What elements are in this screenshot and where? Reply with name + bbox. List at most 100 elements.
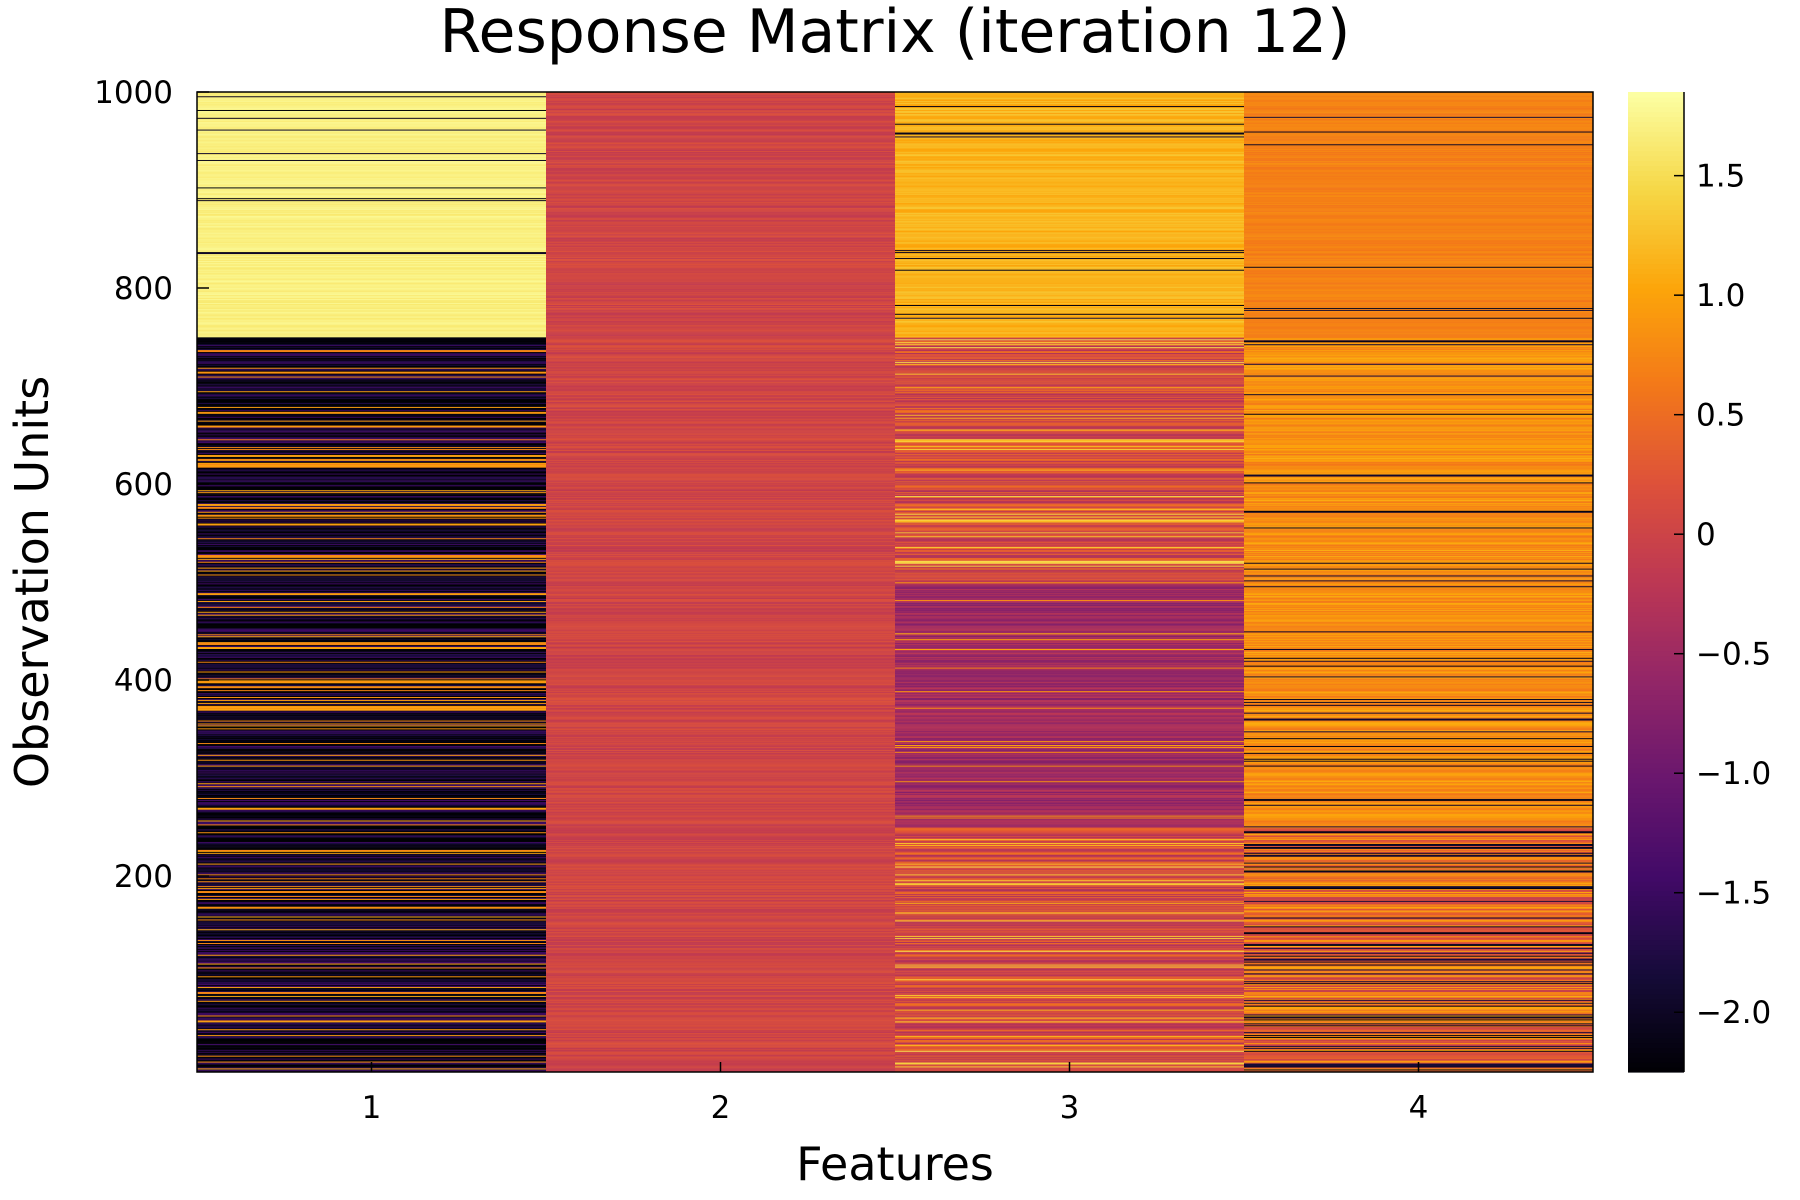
heatmap-cell	[895, 802, 1245, 804]
heatmap-cell	[197, 751, 547, 753]
heatmap-cell	[546, 184, 896, 186]
heatmap-cell	[197, 877, 547, 880]
heatmap-cell	[197, 855, 547, 857]
heatmap-cell	[895, 257, 1245, 259]
heatmap-cell	[895, 808, 1245, 810]
heatmap-cell	[895, 610, 1245, 612]
heatmap-cell	[197, 1016, 547, 1018]
heatmap-cell	[1244, 750, 1594, 752]
heatmap-cell	[1244, 1016, 1594, 1018]
heatmap-cell	[546, 406, 896, 408]
heatmap-cell	[895, 665, 1245, 667]
heatmap-cell	[546, 301, 896, 304]
heatmap-cell	[546, 187, 896, 189]
heatmap-cell	[197, 890, 547, 893]
heatmap-cell	[546, 341, 896, 344]
heatmap-cell	[546, 249, 896, 252]
heatmap-cell	[197, 191, 547, 194]
colorbar-segment	[1628, 518, 1684, 524]
heatmap-cell	[197, 967, 547, 969]
heatmap-cell	[895, 836, 1245, 839]
colorbar-segment	[1628, 141, 1684, 147]
heatmap-cell	[895, 433, 1245, 435]
colorbar-tick-label: −0.5	[1696, 637, 1771, 673]
heatmap-cell	[895, 382, 1245, 384]
heatmap-cell	[546, 291, 896, 294]
heatmap-cell	[1244, 360, 1594, 362]
heatmap-cell	[1244, 1001, 1594, 1003]
heatmap-cell	[1244, 736, 1594, 739]
heatmap-cell	[197, 849, 547, 851]
heatmap-cell	[1244, 919, 1594, 921]
heatmap-cell	[1244, 751, 1594, 753]
heatmap-cell	[197, 957, 547, 959]
heatmap-cell	[546, 298, 896, 301]
heatmap-cell	[546, 958, 896, 960]
colorbar-segment	[1628, 782, 1684, 789]
heatmap-cell	[1244, 978, 1594, 981]
heatmap-cell	[197, 635, 547, 638]
heatmap-cell	[197, 615, 547, 617]
heatmap-cell	[546, 632, 896, 635]
heatmap-cell	[1244, 214, 1594, 216]
heatmap-cell	[197, 193, 547, 196]
heatmap-cell	[546, 109, 896, 111]
heatmap-cell	[895, 790, 1245, 793]
heatmap-cell	[197, 288, 547, 290]
heatmap-cell	[546, 528, 896, 530]
heatmap-cell	[197, 969, 547, 971]
heatmap-cell	[197, 396, 547, 399]
heatmap-cell	[197, 286, 547, 288]
heatmap-cell	[197, 835, 547, 838]
heatmap-cell	[1244, 337, 1594, 339]
heatmap-cell	[1244, 915, 1594, 917]
colorbar-segment	[1628, 714, 1684, 720]
heatmap-cell	[197, 970, 547, 972]
heatmap-cell	[895, 386, 1245, 388]
heatmap-cell	[546, 94, 896, 97]
heatmap-cell	[197, 786, 547, 789]
heatmap-cell	[197, 336, 547, 338]
heatmap-cell	[546, 506, 896, 508]
heatmap-cell	[895, 468, 1245, 470]
heatmap-cell	[546, 990, 896, 992]
heatmap-cell	[895, 701, 1245, 703]
heatmap-cell	[197, 912, 547, 914]
colorbar-segment	[1628, 454, 1684, 461]
heatmap-cell	[546, 769, 896, 771]
heatmap-cell	[546, 1042, 896, 1044]
heatmap-cell	[895, 857, 1245, 859]
heatmap-cell	[197, 547, 547, 550]
heatmap-cell	[546, 751, 896, 753]
heatmap-cell	[197, 646, 547, 649]
heatmap-cell	[197, 893, 547, 895]
heatmap-cell	[1244, 544, 1594, 547]
heatmap-cell	[197, 988, 547, 991]
heatmap-cell	[197, 836, 547, 839]
heatmap-cell	[546, 863, 896, 865]
heatmap-cell	[197, 281, 547, 283]
heatmap-cell	[895, 211, 1245, 213]
colorbar-segment	[1628, 817, 1684, 823]
heatmap-cell	[1244, 941, 1594, 943]
heatmap-cell	[546, 625, 896, 627]
heatmap-cell	[1244, 527, 1594, 529]
heatmap-cell	[895, 564, 1245, 566]
heatmap-cell	[197, 824, 547, 826]
heatmap-cell	[197, 543, 547, 546]
heatmap-cell	[197, 769, 547, 771]
heatmap-cell	[895, 1023, 1245, 1026]
heatmap-cell	[1244, 808, 1594, 810]
heatmap-cell	[197, 425, 547, 427]
heatmap-cell	[895, 260, 1245, 262]
heatmap-cell	[895, 155, 1245, 158]
heatmap-cell	[197, 819, 547, 821]
heatmap-cell	[546, 150, 896, 153]
heatmap-cell	[546, 444, 896, 447]
heatmap-cell	[895, 945, 1245, 947]
heatmap-cell	[197, 1059, 547, 1061]
heatmap-cell	[1244, 463, 1594, 465]
heatmap-cell	[197, 210, 547, 212]
heatmap-cell	[197, 194, 547, 197]
heatmap-cell	[895, 723, 1245, 725]
